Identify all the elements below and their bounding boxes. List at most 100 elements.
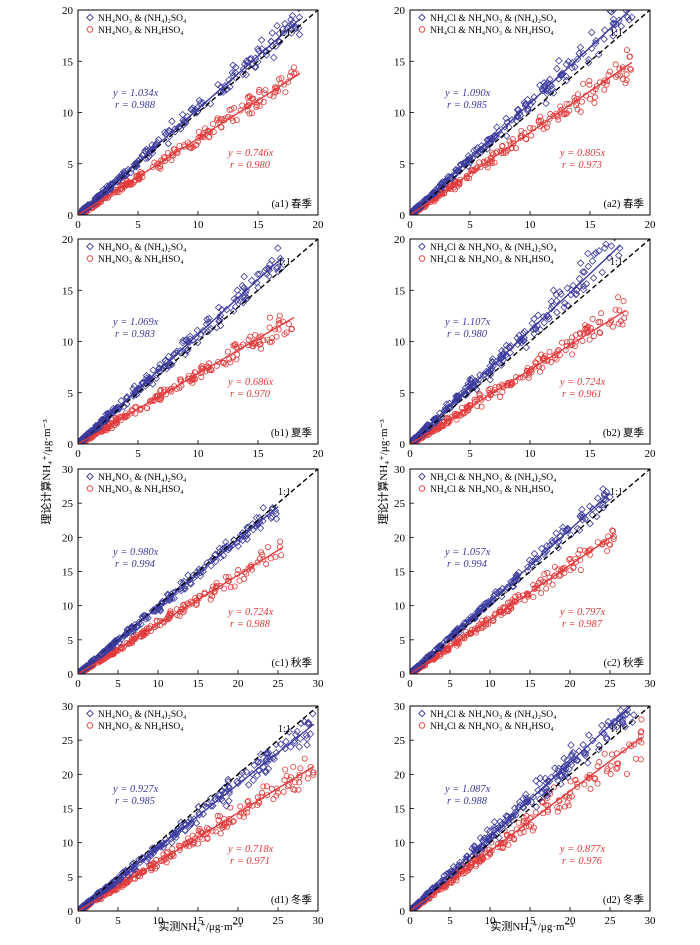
data-point-circle — [276, 312, 283, 319]
data-point-circle — [139, 170, 146, 177]
data-point-diamond — [176, 125, 185, 133]
data-point-diamond — [600, 35, 608, 43]
data-point-diamond — [484, 368, 492, 376]
data-point-diamond — [152, 374, 161, 383]
data-point-diamond — [530, 329, 538, 338]
legend-marker-diamond — [418, 13, 426, 22]
data-point-circle — [235, 567, 242, 574]
data-point-diamond — [627, 0, 633, 5]
data-point-diamond — [485, 833, 493, 842]
data-point-circle — [284, 783, 291, 790]
data-point-circle — [561, 803, 568, 810]
data-point-diamond — [541, 774, 550, 783]
data-point-circle — [157, 387, 164, 394]
fit-line — [78, 316, 295, 444]
data-point-circle — [452, 639, 459, 646]
data-point-circle — [551, 563, 558, 570]
data-point-circle — [543, 585, 550, 592]
data-point-circle — [535, 118, 542, 125]
data-point-diamond — [179, 336, 187, 345]
data-point-circle — [614, 764, 621, 771]
data-point-circle — [210, 129, 217, 136]
y-tick-label: 25 — [394, 498, 406, 510]
data-point-diamond — [162, 839, 171, 847]
legend-label: NH₄NO₃ & (NH₄)₂SO₄ — [98, 242, 186, 253]
x-tick-label: 15 — [253, 219, 265, 231]
data-point-diamond — [600, 244, 609, 252]
data-point-circle — [510, 139, 517, 146]
data-point-circle — [623, 71, 630, 78]
data-point-circle — [586, 77, 593, 84]
data-point-circle — [271, 326, 278, 333]
data-point-circle — [291, 779, 298, 786]
data-point-diamond — [609, 723, 618, 731]
data-point-circle — [231, 341, 238, 348]
data-point-circle — [256, 103, 263, 110]
y-tick-label: 5 — [400, 635, 406, 647]
fit-r-blue: r = 0.988 — [447, 796, 488, 807]
data-point-circle — [539, 799, 546, 806]
data-point-diamond — [98, 650, 107, 659]
legend-marker-circle — [418, 722, 426, 729]
data-point-diamond — [231, 303, 240, 311]
data-point-diamond — [553, 308, 561, 317]
x-axis-label-right: 实测NH₄⁺/μg·m⁻³ — [490, 921, 574, 933]
data-point-circle — [290, 64, 297, 71]
plot-frame — [409, 705, 651, 912]
data-point-circle — [553, 350, 560, 357]
panel-label: (b1) 夏季 — [271, 427, 313, 439]
data-point-circle — [628, 66, 635, 73]
data-point-circle — [604, 765, 611, 772]
data-point-diamond — [464, 152, 473, 160]
data-point-diamond — [534, 555, 543, 563]
data-point-circle — [266, 314, 273, 321]
data-point-diamond — [211, 550, 220, 559]
one-to-one-line — [410, 706, 650, 911]
data-point-diamond — [149, 366, 157, 374]
data-point-diamond — [142, 145, 151, 154]
data-point-diamond — [570, 755, 579, 763]
data-point-circle — [278, 75, 285, 82]
data-point-circle — [137, 873, 144, 880]
data-point-diamond — [234, 291, 243, 299]
data-point-circle — [227, 804, 234, 811]
data-point-circle — [151, 624, 158, 631]
fit-line — [410, 10, 632, 215]
data-point-diamond — [566, 531, 575, 539]
data-point-circle — [530, 581, 537, 588]
y-tick-label: 10 — [394, 601, 406, 613]
data-point-diamond — [221, 538, 230, 546]
x-tick-label: 0 — [75, 915, 81, 927]
plot-area — [78, 706, 318, 911]
fit-equation-blue: y = 1.034x — [112, 88, 159, 99]
data-point-circle — [567, 778, 574, 785]
fit-equation-red: y = 0.805x — [559, 148, 606, 159]
data-point-circle — [167, 387, 174, 394]
data-point-diamond — [470, 383, 478, 392]
data-point-circle — [226, 107, 233, 114]
data-point-diamond — [219, 88, 228, 96]
plot-frame — [77, 238, 319, 445]
x-tick-label: 10 — [153, 915, 165, 927]
legend-marker-circle — [86, 722, 94, 729]
data-point-diamond — [553, 64, 561, 73]
data-point-circle — [502, 149, 509, 156]
legend-label: NH₄Cl & NH₄NO₃ & (NH₄)₂SO₄ — [430, 242, 556, 253]
x-tick-label: 15 — [585, 448, 597, 460]
data-point-diamond — [593, 494, 602, 502]
data-point-diamond — [273, 21, 281, 30]
x-tick-label: 0 — [407, 448, 413, 460]
data-point-diamond — [262, 51, 271, 59]
fit-equation-red: y = 0.877x — [559, 844, 606, 855]
data-point-diamond — [199, 326, 207, 335]
data-point-diamond — [306, 730, 315, 738]
data-point-diamond — [205, 314, 213, 323]
y-tick-label: 5 — [68, 635, 74, 647]
data-point-circle — [477, 164, 484, 171]
data-point-diamond — [450, 171, 459, 180]
data-point-circle — [575, 550, 582, 557]
data-point-circle — [591, 774, 598, 781]
data-point-circle — [554, 808, 561, 815]
data-point-circle — [528, 132, 535, 139]
data-point-diamond — [162, 597, 170, 605]
